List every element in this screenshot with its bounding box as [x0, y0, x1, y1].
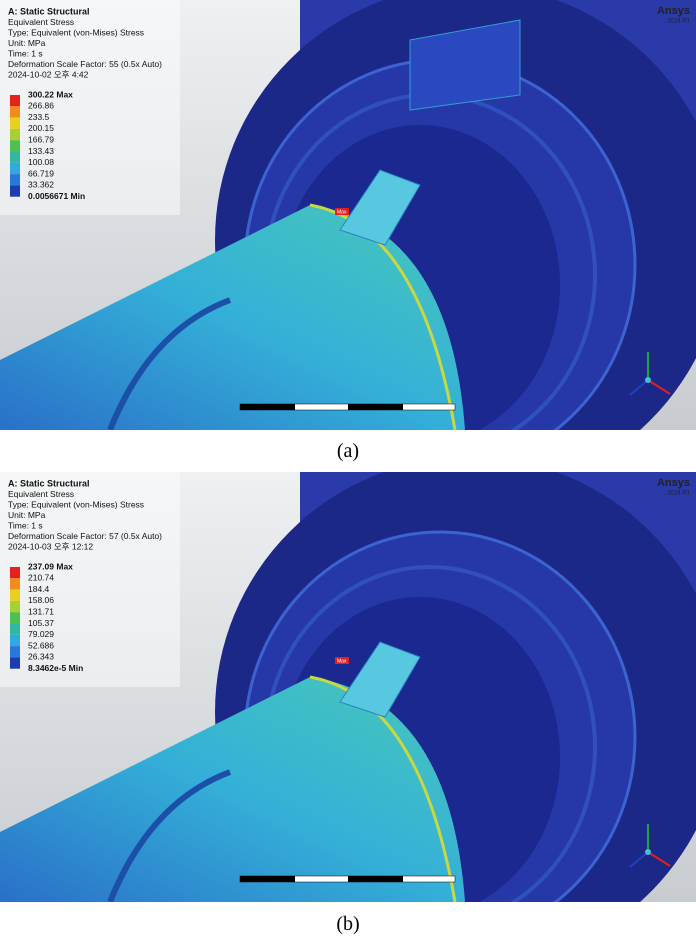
header-line: Time: 1 s — [8, 520, 43, 530]
header-line: 2024-10-02 오후 4:42 — [8, 69, 89, 79]
caption: (b) — [336, 913, 360, 935]
header-line: Deformation Scale Factor: 55 (0.5x Auto) — [8, 59, 162, 69]
header-line: A: Static Structural — [8, 478, 90, 488]
fillet — [309, 675, 457, 903]
shaft — [0, 677, 465, 902]
legend-label: 105.37 — [28, 618, 54, 628]
legend-swatch — [10, 128, 20, 141]
legend-label: 33.362 — [28, 180, 54, 190]
triad-origin — [645, 849, 651, 855]
version: 2024 R1 — [667, 491, 690, 497]
legend-swatch — [10, 174, 20, 186]
triad-x — [647, 851, 671, 867]
key-block — [409, 19, 521, 111]
triad-origin — [645, 377, 651, 383]
legend-label: 133.43 — [28, 146, 54, 156]
panel: Max A: Static Structural Equivalent Stress… — [0, 457, 696, 937]
version: 2024 R1 — [667, 19, 690, 25]
caption: (a) — [336, 440, 360, 462]
max-tag: Max — [337, 209, 347, 215]
legend-swatch — [10, 646, 20, 658]
legend-label: 237.09 Max — [28, 561, 73, 571]
legend-label: 158.06 — [28, 595, 54, 605]
legend-label: 166.79 — [28, 134, 54, 144]
legend-label: 0.0056671 Min — [28, 191, 85, 201]
header-line: Unit: MPa — [8, 38, 46, 48]
header-line: Type: Equivalent (von-Mises) Stress — [8, 27, 144, 37]
info-panel — [0, 0, 180, 215]
legend-label: 300.22 Max — [28, 89, 73, 99]
max-tag: Max — [337, 658, 347, 664]
scale-bar-black — [348, 876, 403, 882]
legend-label: 131.71 — [28, 606, 54, 616]
scale-bar-black — [348, 404, 403, 410]
legend-swatch — [10, 117, 20, 129]
panel: Max A: Static Structural Equivalent Stress… — [0, 0, 696, 495]
scale-bar-black — [240, 404, 295, 410]
header-line: Time: 1 s — [8, 48, 43, 58]
scale-bar-black — [240, 876, 295, 882]
header-line: Equivalent Stress — [8, 17, 74, 27]
shaft — [0, 205, 465, 430]
key — [339, 169, 421, 246]
key — [339, 641, 421, 718]
legend-swatch — [10, 623, 20, 635]
legend-swatch — [10, 106, 20, 118]
shaft-step — [107, 769, 232, 904]
legend-swatch — [10, 140, 20, 152]
legend-swatch — [10, 589, 20, 601]
shaft-step — [107, 297, 232, 432]
legend-label: 8.3462e-5 Min — [28, 663, 83, 673]
header-line: Unit: MPa — [8, 510, 46, 520]
legend-label: 52.686 — [28, 640, 54, 650]
legend-label: 79.029 — [28, 629, 54, 639]
legend-swatch — [10, 634, 20, 647]
header-line: A: Static Structural — [8, 6, 90, 16]
header-line: 2024-10-03 오후 12:12 — [8, 541, 93, 551]
legend-swatch — [10, 612, 20, 624]
header-line: Type: Equivalent (von-Mises) Stress — [8, 499, 144, 509]
legend-label: 233.5 — [28, 112, 50, 122]
triad-z — [629, 851, 649, 868]
max-tag-box — [335, 657, 349, 664]
legend-swatch — [10, 600, 20, 613]
max-tag-box — [335, 208, 349, 215]
legend-swatch — [10, 185, 20, 197]
legend-swatch — [10, 162, 20, 175]
legend-swatch — [10, 578, 20, 590]
legend-label: 26.343 — [28, 652, 54, 662]
legend-label: 66.719 — [28, 168, 54, 178]
header-line: Deformation Scale Factor: 57 (0.5x Auto) — [8, 531, 162, 541]
legend-swatch — [10, 151, 20, 163]
legend-swatch — [10, 657, 20, 669]
legend-swatch — [10, 567, 20, 579]
legend-label: 184.4 — [28, 584, 50, 594]
legend-label: 266.86 — [28, 101, 54, 111]
info-panel — [0, 472, 180, 687]
triad-z — [629, 379, 649, 396]
legend-label: 210.74 — [28, 573, 54, 583]
logo: Ansys — [657, 5, 690, 17]
header-line: Equivalent Stress — [8, 489, 74, 499]
logo: Ansys — [657, 477, 690, 489]
legend-label: 100.08 — [28, 157, 54, 167]
legend-swatch — [10, 95, 20, 107]
triad-x — [647, 379, 671, 395]
legend-label: 200.15 — [28, 123, 54, 133]
